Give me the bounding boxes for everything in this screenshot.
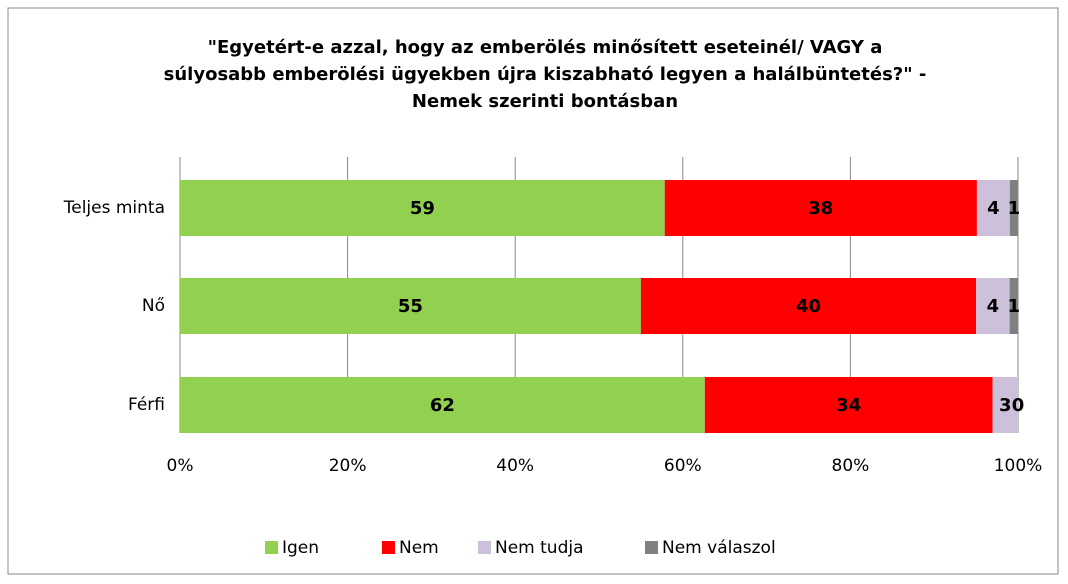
bar-segment (180, 180, 665, 236)
value-label: 1 (1008, 296, 1021, 317)
value-label: 34 (836, 395, 861, 416)
value-label: 40 (796, 296, 821, 317)
bar-segment (976, 180, 1010, 236)
chart-title: Nemek szerinti bontásban (412, 91, 678, 112)
legend-swatch (478, 541, 491, 554)
y-tick-label: Nő (142, 296, 165, 316)
value-label: 38 (808, 198, 833, 219)
chart-title: "Egyetért-e azzal, hogy az emberölés min… (208, 37, 883, 58)
legend-swatch (265, 541, 278, 554)
y-tick-label: Férfi (128, 395, 165, 415)
legend-label: Nem tudja (495, 538, 584, 558)
bar-segment (704, 377, 993, 433)
legend-label: Nem (399, 538, 439, 558)
x-tick-label: 0% (167, 456, 194, 476)
x-tick-label: 20% (329, 456, 367, 476)
value-label: 3 (999, 395, 1012, 416)
legend-swatch (382, 541, 395, 554)
x-tick-label: 100% (994, 456, 1043, 476)
value-label: 59 (410, 198, 435, 219)
bar-segment (640, 278, 977, 334)
value-label: 62 (430, 395, 455, 416)
bar-segment (1009, 180, 1018, 236)
bar-segment (180, 377, 705, 433)
legend-swatch (645, 541, 658, 554)
bar-segment (664, 180, 977, 236)
legend-label: Nem válaszol (662, 538, 776, 558)
y-tick-label: Teljes minta (63, 198, 165, 218)
bar-segment (992, 377, 1018, 433)
bar-segment (1009, 278, 1018, 334)
value-label: 4 (987, 296, 1000, 317)
bar-segment (976, 278, 1010, 334)
x-tick-label: 80% (832, 456, 870, 476)
bar-segment (180, 278, 641, 334)
legend-label: Igen (282, 538, 319, 558)
x-tick-label: 40% (496, 456, 534, 476)
value-label: 1 (1008, 198, 1021, 219)
value-label: 55 (398, 296, 423, 317)
value-label: 4 (987, 198, 1000, 219)
value-label: 0 (1012, 395, 1025, 416)
chart-title: súlyosabb emberölési ügyekben újra kisza… (164, 64, 927, 85)
x-tick-label: 60% (664, 456, 702, 476)
